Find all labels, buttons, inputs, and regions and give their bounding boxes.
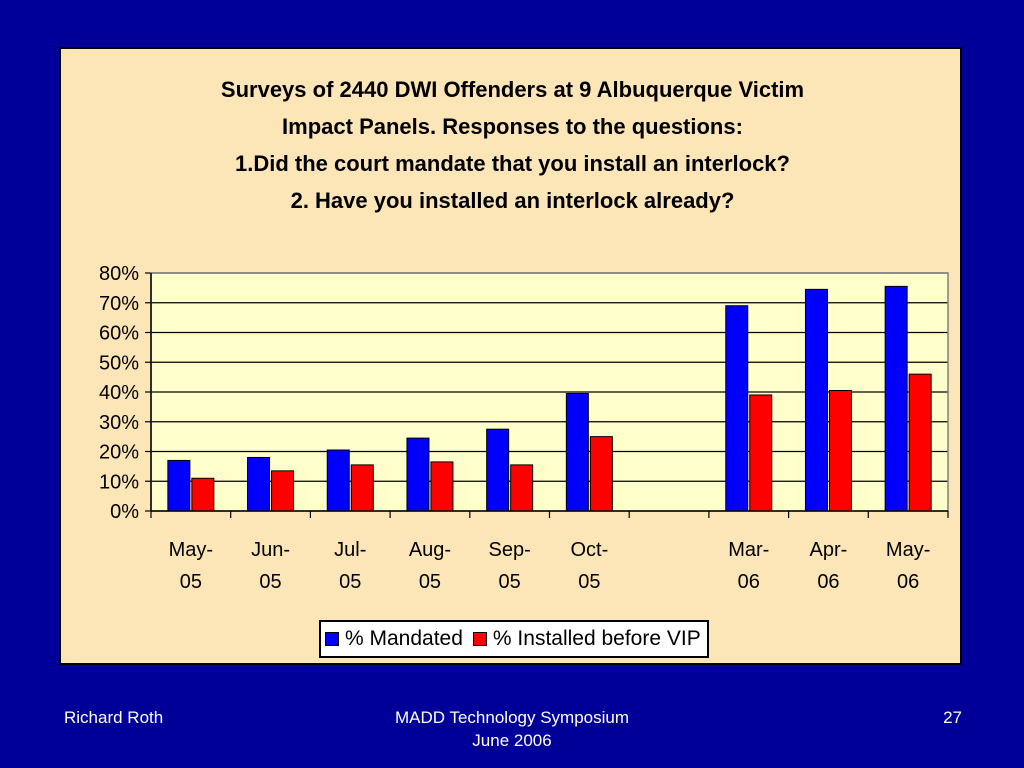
x-tick-label: Aug- xyxy=(409,539,451,561)
footer-event: MADD Technology Symposium June 2006 xyxy=(312,706,712,752)
bar xyxy=(565,392,589,512)
y-tick-label: 80% xyxy=(99,263,139,285)
bar xyxy=(828,390,852,512)
bar xyxy=(167,459,191,512)
x-tick-label: May- xyxy=(169,539,213,561)
x-tick-label: Apr- xyxy=(810,539,848,561)
footer-event-name: MADD Technology Symposium xyxy=(395,708,629,727)
bar xyxy=(589,436,613,512)
x-tick-label: 05 xyxy=(259,571,281,593)
x-tick-label: 06 xyxy=(817,571,839,593)
x-tick-label: Jun- xyxy=(251,539,290,561)
chart-panel: Surveys of 2440 DWI Offenders at 9 Albuq… xyxy=(59,47,962,665)
y-tick-label: 10% xyxy=(99,471,139,493)
x-tick-label: Jul- xyxy=(334,539,366,561)
y-tick-label: 0% xyxy=(110,501,139,523)
chart-legend: % Mandated % Installed before VIP xyxy=(319,620,709,658)
bar xyxy=(350,464,374,512)
chart-title: Surveys of 2440 DWI Offenders at 9 Albuq… xyxy=(61,71,964,219)
x-tick-label: 05 xyxy=(339,571,361,593)
y-tick-label: 30% xyxy=(99,412,139,434)
footer-author: Richard Roth xyxy=(64,708,164,727)
bar xyxy=(749,394,773,512)
chart-title-line-2: Impact Panels. Responses to the question… xyxy=(282,114,743,139)
footer-event-date: June 2006 xyxy=(472,731,552,750)
bar xyxy=(406,437,430,512)
y-tick-label: 40% xyxy=(99,382,139,404)
bar xyxy=(326,449,350,512)
slide-number: 27 xyxy=(943,708,962,727)
chart-title-line-3: 1.Did the court mandate that you install… xyxy=(235,151,790,176)
chart-title-line-1: Surveys of 2440 DWI Offenders at 9 Albuq… xyxy=(220,77,805,102)
x-tick-label: Mar- xyxy=(728,539,769,561)
bar xyxy=(430,461,454,512)
legend-label-mandated: % Mandated xyxy=(345,627,463,650)
x-tick-label: Sep- xyxy=(489,539,531,561)
bar xyxy=(191,477,215,512)
bar xyxy=(908,373,932,512)
legend-swatch-installed xyxy=(472,632,487,646)
x-tick-label: 05 xyxy=(499,571,521,593)
y-tick-label: 50% xyxy=(99,352,139,374)
bar xyxy=(510,464,534,512)
x-tick-label: 05 xyxy=(419,571,441,593)
bar xyxy=(725,305,749,512)
x-tick-label: 05 xyxy=(578,571,600,593)
bar xyxy=(271,470,295,512)
bar-chart: 0% 10% 20% 30% 40% 50% 60% 70% 80% May- 05 Jun- 05 Ju… xyxy=(99,263,949,593)
y-tick-label: 20% xyxy=(99,442,139,464)
x-tick-label: 05 xyxy=(180,571,202,593)
y-tick-label: 70% xyxy=(99,293,139,315)
y-tick-label: 60% xyxy=(99,323,139,345)
x-tick-label: 06 xyxy=(897,571,919,593)
legend-swatch-mandated xyxy=(325,632,339,646)
legend-item-mandated: % Mandated xyxy=(325,627,463,651)
x-tick-label: May- xyxy=(886,539,930,561)
bar xyxy=(804,288,828,512)
x-tick-label: Oct- xyxy=(570,539,608,561)
bar xyxy=(884,285,908,512)
legend-item-installed: % Installed before VIP xyxy=(472,627,701,651)
legend-label-installed: % Installed before VIP xyxy=(492,627,701,650)
chart-title-line-4: 2. Have you installed an interlock alrea… xyxy=(290,188,735,213)
bar xyxy=(247,456,271,512)
x-tick-label: 06 xyxy=(738,571,760,593)
bar xyxy=(486,428,510,512)
